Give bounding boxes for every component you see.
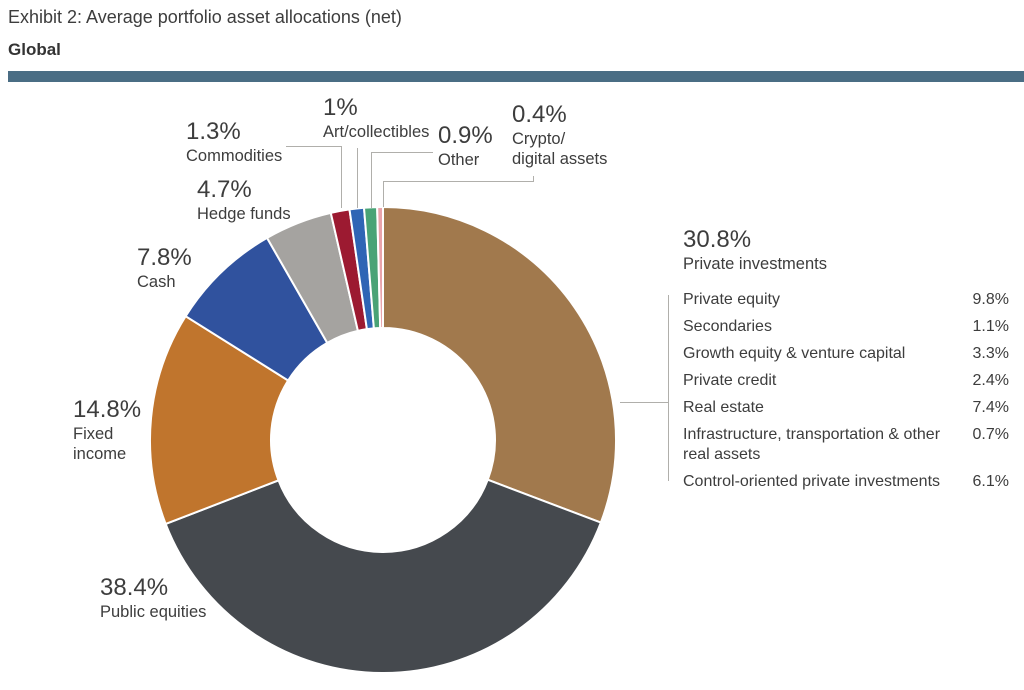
callout-other-name: Other bbox=[438, 151, 480, 169]
callout-art-collectibles-pct: 1% bbox=[323, 94, 358, 121]
breakdown-row-growth-equity-venture-capital: Growth equity & venture capital 3.3% bbox=[683, 344, 1009, 364]
leader-line-crypto-v bbox=[383, 181, 384, 207]
donut-slice-private-investments bbox=[382, 205, 617, 524]
callout-public-equities-name: Public equities bbox=[100, 603, 207, 621]
leader-line-other-v bbox=[371, 152, 372, 208]
leader-line-other-h bbox=[371, 152, 433, 153]
callout-other-pct: 0.9% bbox=[438, 122, 493, 149]
callout-crypto-digital-assets-pct: 0.4% bbox=[512, 101, 567, 128]
callout-commodities-pct: 1.3% bbox=[186, 118, 241, 145]
breakdown-row-value: 7.4% bbox=[972, 399, 1009, 416]
callout-crypto-digital-assets-name: Crypto/ digital assets bbox=[512, 130, 608, 168]
donut-slice-crypto-digital-assets bbox=[376, 205, 384, 330]
callout-fixed-income-pct: 14.8% bbox=[73, 396, 142, 423]
breakdown-row-infrastructure-transportation-other-real-assets: Infrastructure, transportation & other r… bbox=[683, 425, 1009, 465]
breakdown-row-value: 2.4% bbox=[972, 372, 1009, 389]
donut-chart bbox=[149, 205, 617, 674]
breakdown-row-value: 1.1% bbox=[972, 318, 1009, 335]
region-label: Global bbox=[8, 40, 61, 59]
leader-line-art-collectibles bbox=[357, 148, 358, 208]
private-investments-breakdown: Private equity 9.8% Secondaries 1.1% Gro… bbox=[683, 290, 1009, 499]
breakdown-row-value: 3.3% bbox=[972, 345, 1009, 362]
callout-fixed-income: 14.8% Fixed income bbox=[73, 396, 141, 464]
donut-slice-public-equities bbox=[164, 478, 603, 674]
breakdown-row-label: Control-oriented private investments bbox=[683, 473, 941, 490]
breakdown-row-label: Secondaries bbox=[683, 318, 772, 335]
callout-public-equities-pct: 38.4% bbox=[100, 574, 169, 601]
section-divider-bar bbox=[8, 71, 1024, 82]
leader-line-crypto-riser bbox=[533, 176, 534, 182]
breakdown-row-real-estate: Real estate 7.4% bbox=[683, 398, 1009, 418]
private-investments-connector-line bbox=[620, 402, 668, 403]
breakdown-row-label: Private credit bbox=[683, 372, 777, 389]
breakdown-row-label: Real estate bbox=[683, 399, 764, 416]
callout-hedge-funds: 4.7% Hedge funds bbox=[197, 176, 291, 224]
callout-other: 0.9% Other bbox=[438, 122, 493, 170]
callout-crypto-digital-assets: 0.4% Crypto/ digital assets bbox=[512, 101, 607, 169]
callout-cash: 7.8% Cash bbox=[137, 244, 192, 292]
exhibit-title: Exhibit 2: Average portfolio asset alloc… bbox=[8, 7, 402, 27]
callout-fixed-income-name: Fixed income bbox=[73, 425, 127, 463]
leader-line-commodities-h bbox=[286, 146, 341, 147]
callout-private-investments: 30.8% Private investments bbox=[683, 226, 827, 274]
callout-private-investments-pct: 30.8% bbox=[683, 226, 752, 253]
breakdown-row-private-credit: Private credit 2.4% bbox=[683, 371, 1009, 391]
callout-commodities-name: Commodities bbox=[186, 147, 283, 165]
breakdown-row-secondaries: Secondaries 1.1% bbox=[683, 317, 1009, 337]
donut-slice-fixed-income bbox=[149, 314, 290, 526]
breakdown-row-private-equity: Private equity 9.8% bbox=[683, 290, 1009, 310]
leader-line-commodities-v bbox=[341, 146, 342, 208]
callout-cash-name: Cash bbox=[137, 273, 176, 291]
breakdown-bracket-line bbox=[668, 295, 669, 481]
leader-line-crypto-h bbox=[383, 181, 534, 182]
breakdown-row-label: Growth equity & venture capital bbox=[683, 345, 906, 362]
callout-cash-pct: 7.8% bbox=[137, 244, 192, 271]
callout-public-equities: 38.4% Public equities bbox=[100, 574, 206, 622]
callout-art-collectibles: 1% Art/collectibles bbox=[323, 94, 429, 142]
callout-hedge-funds-pct: 4.7% bbox=[197, 176, 252, 203]
breakdown-row-value: 0.7% bbox=[972, 426, 1009, 443]
breakdown-row-label: Private equity bbox=[683, 291, 780, 308]
callout-art-collectibles-name: Art/collectibles bbox=[323, 123, 430, 141]
breakdown-row-control-oriented-private-investments: Control-oriented private investments 6.1… bbox=[683, 472, 1009, 492]
callout-commodities: 1.3% Commodities bbox=[186, 118, 282, 166]
breakdown-row-value: 6.1% bbox=[972, 473, 1009, 490]
breakdown-row-value: 9.8% bbox=[972, 291, 1009, 308]
breakdown-row-label: Infrastructure, transportation & other r… bbox=[683, 426, 941, 463]
callout-hedge-funds-name: Hedge funds bbox=[197, 205, 291, 223]
callout-private-investments-name: Private investments bbox=[683, 255, 827, 273]
